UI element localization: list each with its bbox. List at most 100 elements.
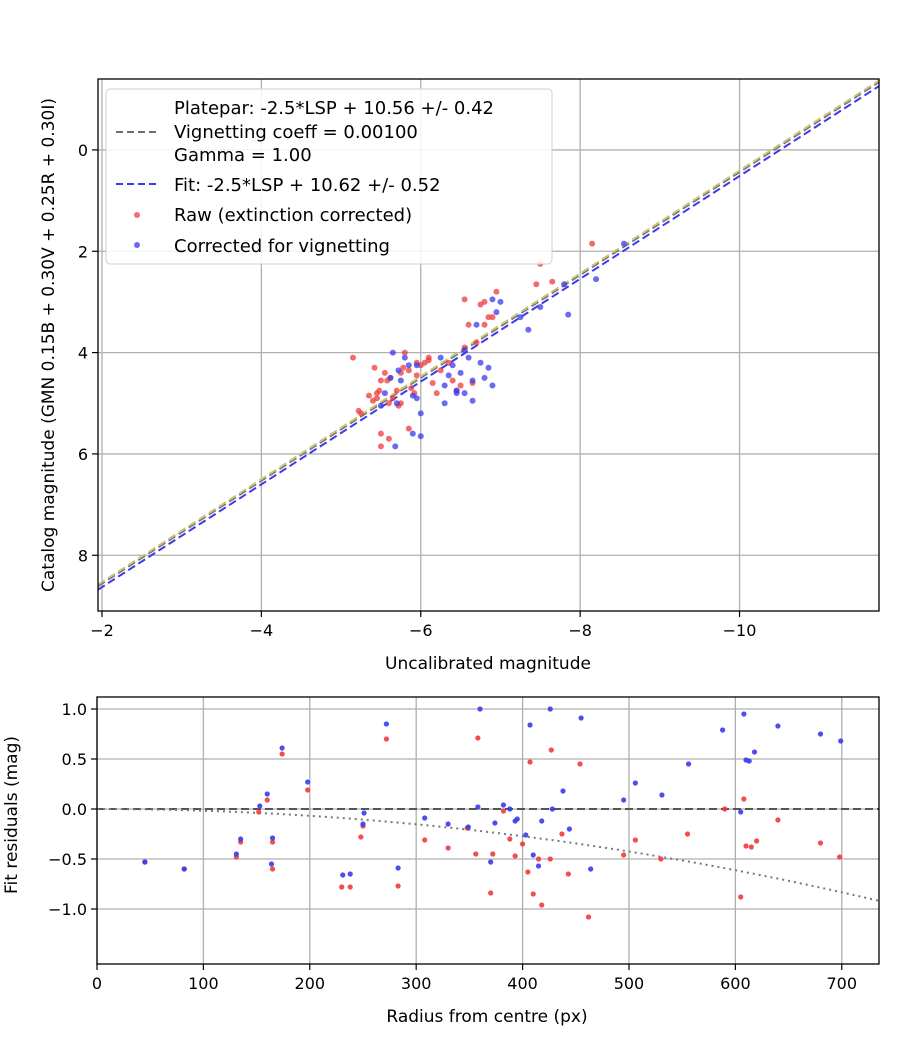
- corrected-point: [481, 374, 488, 381]
- corrected-point: [621, 797, 627, 803]
- raw-point: [741, 796, 747, 802]
- x-tick-label: −8: [568, 621, 592, 640]
- raw-point: [489, 314, 496, 321]
- corrected-point: [453, 387, 460, 394]
- raw-point: [565, 871, 571, 877]
- corrected-point: [268, 861, 275, 867]
- corrected-point: [392, 443, 399, 450]
- raw-point: [457, 382, 464, 389]
- raw-point: [413, 372, 420, 379]
- raw-point: [684, 831, 691, 837]
- corrected-point: [593, 276, 600, 283]
- raw-point: [775, 817, 781, 823]
- residuals-chart: 0 100 200 300 400 500 600 700 1.0 0.5 0.0 −0.5 −1.0…: [2, 696, 880, 1027]
- raw-point: [500, 808, 507, 814]
- corrected-point: [422, 815, 428, 821]
- raw-point: [371, 364, 378, 371]
- corrected-point: [539, 818, 545, 824]
- raw-point: [632, 837, 638, 843]
- chart1-frame: [97, 78, 880, 612]
- corrected-point: [738, 809, 744, 815]
- raw-point: [395, 883, 401, 889]
- corrected-point: [413, 362, 420, 369]
- corrected-point: [492, 820, 498, 826]
- corrected-point: [565, 311, 572, 318]
- corrected-point: [269, 835, 276, 841]
- corrected-point: [393, 400, 400, 407]
- corrected-point: [397, 377, 404, 384]
- raw-point: [527, 759, 533, 765]
- raw-point: [369, 397, 376, 404]
- corrected-point: [279, 745, 285, 751]
- raw-point: [658, 856, 664, 862]
- raw-point: [279, 751, 285, 757]
- corrected-point: [257, 803, 263, 809]
- chart2-x-axis-label: Radius from centre (px): [386, 1007, 587, 1027]
- corrected-point: [233, 851, 239, 857]
- raw-point: [256, 809, 262, 815]
- corrected-point: [659, 792, 665, 798]
- corrected-point: [497, 298, 504, 305]
- raw-point: [722, 806, 728, 812]
- chart2-frame: [96, 696, 880, 965]
- corrected-point: [578, 715, 584, 721]
- raw-point: [585, 914, 592, 920]
- chart2-reference-lines: [97, 808, 879, 902]
- chart2-raw-points: [142, 735, 843, 920]
- corrected-point: [142, 859, 148, 865]
- raw-point: [837, 854, 843, 860]
- chart1-x-axis-label: Uncalibrated magnitude: [385, 654, 591, 674]
- corrected-point: [445, 821, 451, 827]
- corrected-point: [477, 359, 484, 366]
- raw-point: [365, 392, 372, 399]
- chart2-y-axis-label: Fit residuals (mag): [2, 736, 22, 894]
- chart2-y-ticks: 1.0 0.5 0.0 −0.5 −1.0: [48, 700, 97, 919]
- y-tick-label: 4: [78, 344, 88, 363]
- corrected-point: [838, 738, 844, 744]
- fit-line: [98, 81, 879, 588]
- y-tick-label: 0: [78, 141, 88, 160]
- corrected-point: [461, 347, 468, 354]
- raw-point: [347, 884, 353, 890]
- raw-point: [389, 395, 396, 402]
- raw-point: [429, 380, 436, 386]
- fit-line: [98, 79, 879, 586]
- raw-point: [305, 787, 311, 793]
- corrected-point: [417, 410, 424, 417]
- raw-point: [401, 349, 408, 356]
- raw-point: [481, 321, 488, 328]
- corrected-point: [264, 791, 270, 797]
- raw-point: [530, 891, 536, 897]
- calibration-chart: −2 −4 −6 −8 −10 0 2 4 6 8 Uncalibrated magnitude…: [39, 78, 880, 674]
- corrected-point: [588, 866, 594, 872]
- raw-point: [577, 761, 583, 767]
- x-tick-label: −10: [723, 621, 757, 640]
- raw-point: [473, 339, 480, 346]
- legend-label-corrected: Corrected for vignetting: [174, 236, 390, 257]
- raw-point: [405, 425, 412, 432]
- corrected-point: [469, 397, 476, 404]
- raw-point: [473, 851, 479, 857]
- corrected-point: [489, 296, 496, 303]
- corrected-point: [401, 354, 408, 361]
- corrected-point: [409, 430, 416, 437]
- corrected-point: [547, 706, 553, 712]
- corrected-point: [746, 758, 752, 764]
- raw-point: [377, 377, 384, 384]
- raw-point: [512, 853, 518, 859]
- corrected-point: [305, 779, 311, 785]
- x-tick-label: 700: [826, 974, 857, 993]
- y-tick-label: −1.0: [48, 900, 87, 919]
- corrected-point: [473, 321, 480, 328]
- corrected-point: [441, 382, 448, 389]
- corrected-point: [560, 788, 566, 794]
- corrected-point: [523, 832, 529, 838]
- y-tick-label: 0.5: [62, 750, 87, 769]
- y-tick-label: 1.0: [62, 700, 87, 719]
- corrected-point: [360, 821, 366, 827]
- y-tick-label: −0.5: [48, 850, 87, 869]
- raw-point: [269, 839, 276, 845]
- chart2-x-ticks: 0 100 200 300 400 500 600 700: [92, 964, 857, 993]
- corrected-point: [238, 836, 244, 842]
